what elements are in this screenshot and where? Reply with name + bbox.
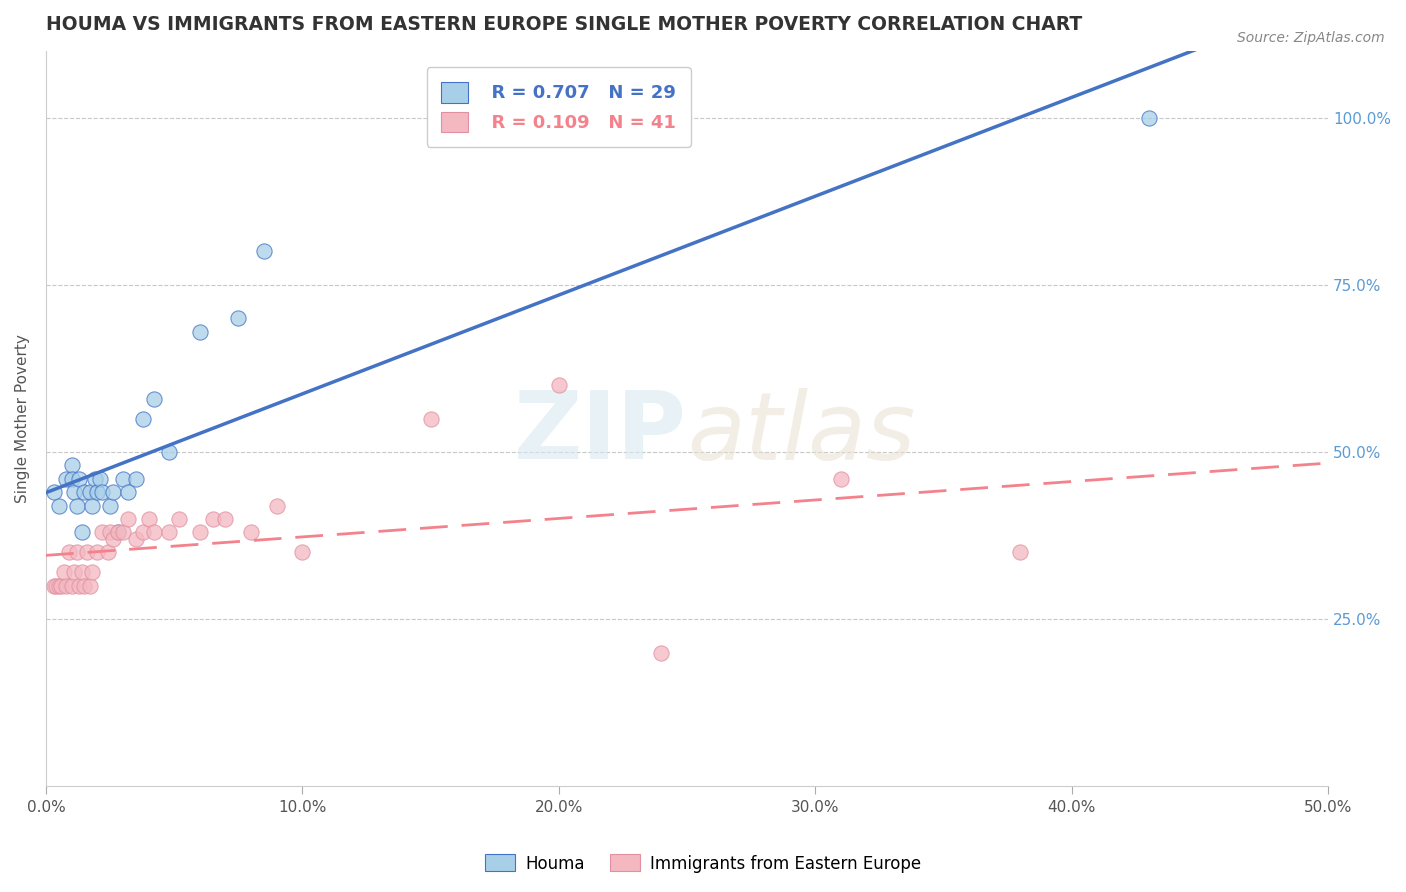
Point <box>76 545 98 559</box>
Point <box>51 579 73 593</box>
Point <box>157 445 180 459</box>
Point <box>101 532 124 546</box>
Point <box>82 499 104 513</box>
Point <box>60 458 83 473</box>
Point <box>91 485 114 500</box>
Point <box>266 499 288 513</box>
Point <box>253 244 276 259</box>
Point <box>125 532 148 546</box>
Point <box>96 545 118 559</box>
Text: HOUMA VS IMMIGRANTS FROM EASTERN EUROPE SINGLE MOTHER POVERTY CORRELATION CHART: HOUMA VS IMMIGRANTS FROM EASTERN EUROPE … <box>46 15 1083 34</box>
Point <box>60 472 83 486</box>
Point <box>55 472 77 486</box>
Legend: Houma, Immigrants from Eastern Europe: Houma, Immigrants from Eastern Europe <box>478 847 928 880</box>
Point <box>132 525 155 540</box>
Point <box>188 325 211 339</box>
Point <box>82 566 104 580</box>
Point <box>107 525 129 540</box>
Point <box>291 545 314 559</box>
Point <box>169 512 191 526</box>
Point <box>52 566 75 580</box>
Point <box>157 525 180 540</box>
Point <box>188 525 211 540</box>
Point <box>547 378 569 392</box>
Point <box>240 525 263 540</box>
Point <box>98 525 121 540</box>
Point <box>98 499 121 513</box>
Point <box>107 525 129 540</box>
Text: atlas: atlas <box>688 388 915 479</box>
Y-axis label: Single Mother Poverty: Single Mother Poverty <box>15 334 30 503</box>
Point <box>42 579 65 593</box>
Point <box>830 472 852 486</box>
Point <box>142 525 165 540</box>
Point <box>48 579 70 593</box>
Point <box>111 525 134 540</box>
Point <box>117 485 139 500</box>
Point <box>86 485 108 500</box>
Text: Source: ZipAtlas.com: Source: ZipAtlas.com <box>1237 31 1385 45</box>
Point <box>42 485 65 500</box>
Point <box>63 485 86 500</box>
Point <box>79 485 101 500</box>
Point <box>66 499 89 513</box>
Point <box>66 545 89 559</box>
Point <box>45 579 67 593</box>
Point <box>67 472 90 486</box>
Point <box>70 566 93 580</box>
Point <box>48 499 70 513</box>
Point <box>60 579 83 593</box>
Point <box>419 411 441 425</box>
Point <box>1010 545 1032 559</box>
Point <box>125 472 148 486</box>
Point <box>86 545 108 559</box>
Point <box>91 525 114 540</box>
Point <box>101 485 124 500</box>
Point <box>1137 111 1160 125</box>
Point <box>83 472 105 486</box>
Point <box>73 485 96 500</box>
Point <box>67 579 90 593</box>
Point <box>111 472 134 486</box>
Text: ZIP: ZIP <box>515 387 688 479</box>
Point <box>73 579 96 593</box>
Legend:   R = 0.707   N = 29,   R = 0.109   N = 41: R = 0.707 N = 29, R = 0.109 N = 41 <box>427 67 690 147</box>
Point <box>58 545 80 559</box>
Point <box>650 646 672 660</box>
Point <box>138 512 160 526</box>
Point <box>226 311 249 326</box>
Point <box>63 566 86 580</box>
Point <box>89 472 111 486</box>
Point <box>55 579 77 593</box>
Point <box>132 411 155 425</box>
Point <box>79 579 101 593</box>
Point <box>117 512 139 526</box>
Point <box>142 392 165 406</box>
Point <box>70 525 93 540</box>
Point <box>214 512 236 526</box>
Point <box>201 512 224 526</box>
